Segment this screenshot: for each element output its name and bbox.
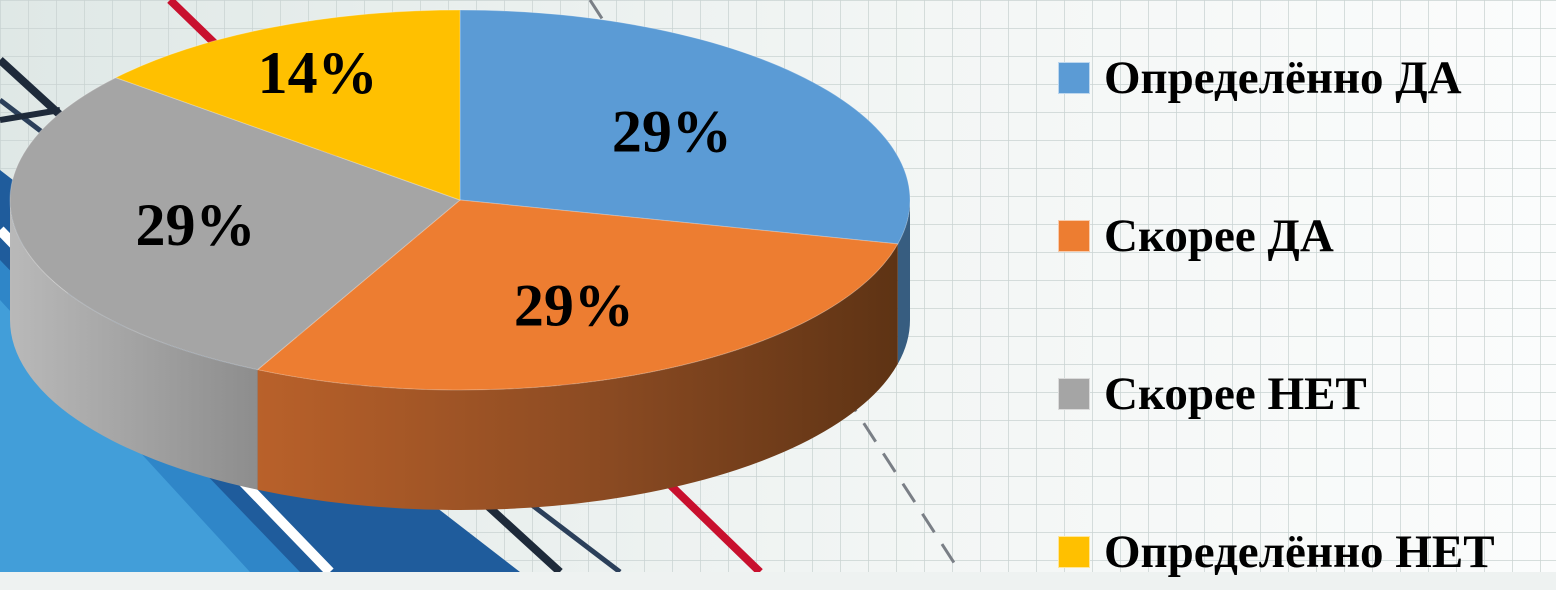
legend-swatch [1058, 62, 1090, 94]
slice-label-0: 29% [612, 98, 732, 164]
legend-label: Определённо ДА [1104, 52, 1462, 104]
pie-slice-2 [9, 77, 461, 371]
slice-label-1: 29% [514, 272, 634, 338]
legend-item-definitely-yes: Определённо ДА [1058, 40, 1556, 116]
legend-label: Определённо НЕТ [1104, 526, 1495, 578]
pie-side-2 [9, 200, 258, 490]
legend-label: Скорее НЕТ [1104, 368, 1367, 420]
chart-canvas: 29% 29% 29% 14% [0, 0, 1556, 572]
legend-item-rather-no: Скорее НЕТ [1058, 356, 1556, 432]
slice-label-2: 29% [135, 192, 255, 258]
slice-label-3: 14% [258, 40, 378, 106]
pie-slice-3 [114, 9, 461, 201]
pie-chart [9, 9, 911, 511]
legend-swatch [1058, 220, 1090, 252]
legend-swatch [1058, 536, 1090, 568]
legend-item-definitely-no: Определённо НЕТ [1058, 514, 1556, 590]
slice-labels: 29% 29% 29% 14% [135, 40, 731, 339]
legend-swatch [1058, 378, 1090, 410]
pie-side-1 [257, 243, 898, 511]
legend-label: Скорее ДА [1104, 210, 1334, 262]
pie-slice-1 [256, 199, 899, 391]
legend: Определённо ДА Скорее ДА Скорее НЕТ Опре… [1058, 40, 1556, 590]
pie-side-0 [897, 200, 910, 364]
legend-item-rather-yes: Скорее ДА [1058, 198, 1556, 274]
pie-slice-0 [459, 9, 911, 245]
